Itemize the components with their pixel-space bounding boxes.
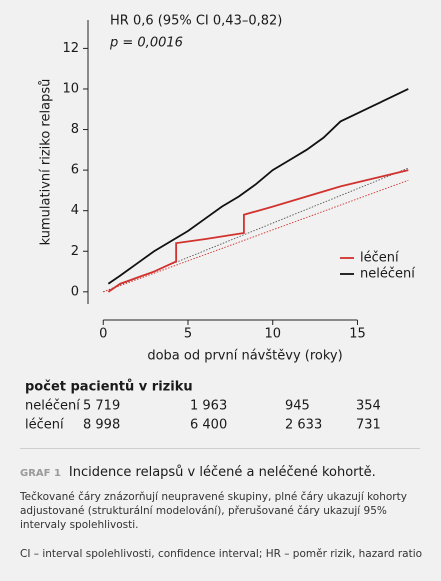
table-cell: 6 400: [190, 418, 227, 433]
y-tick-label: 12: [62, 41, 79, 56]
table-cell: 8 998: [83, 418, 120, 433]
caption-heading: GRAF 1 Incidence relapsů v léčené a neléč…: [20, 466, 425, 481]
caption-label: GRAF 1: [20, 468, 61, 479]
y-tick-label: 6: [71, 163, 79, 178]
table-cell: 1 963: [190, 399, 227, 414]
table-cell: 731: [356, 418, 381, 433]
y-axis-label: kumulativní riziko relapsů: [39, 79, 54, 246]
annotation: HR 0,6 (95% CI 0,43–0,82): [110, 14, 282, 29]
y-tick-label: 10: [62, 81, 79, 96]
series-line: [107, 169, 409, 293]
table-cell: 5 719: [83, 399, 120, 414]
legend-label: neléčení: [360, 267, 415, 282]
x-tick-label: 5: [184, 327, 192, 342]
x-tick-label: 15: [349, 327, 366, 342]
x-tick-label: 0: [99, 327, 107, 342]
separator: [20, 448, 420, 449]
table-row-label: léčení: [25, 418, 64, 433]
series-line: [107, 88, 409, 285]
caption-text: Tečkované čáry znázorňují neupravené sku…: [20, 491, 407, 531]
chart: HR 0,6 (95% CI 0,43–0,82) p = 0,0016 kum…: [25, 14, 415, 433]
legend-label: léčení: [360, 251, 399, 266]
y-tick-label: 4: [71, 203, 79, 218]
x-tick-label: 10: [264, 327, 281, 342]
dotted-line: [103, 179, 409, 293]
table-cell: 354: [356, 399, 381, 414]
table-cell: 945: [285, 399, 310, 414]
table-row-label: neléčení: [25, 399, 80, 414]
y-tick-label: 2: [71, 244, 79, 259]
table-title: počet pacientů v riziku: [25, 380, 193, 395]
annotation: p = 0,0016: [109, 36, 183, 51]
y-tick-label: 8: [71, 122, 79, 137]
table-cell: 2 633: [285, 418, 322, 433]
y-tick-label: 0: [71, 284, 79, 299]
caption-title: Incidence relapsů v léčené a neléčené ko…: [68, 465, 376, 480]
caption-abbreviations: CI – interval spolehlivosti, confidence …: [20, 548, 423, 560]
x-axis-label: doba od první návštěvy (roky): [147, 349, 342, 364]
